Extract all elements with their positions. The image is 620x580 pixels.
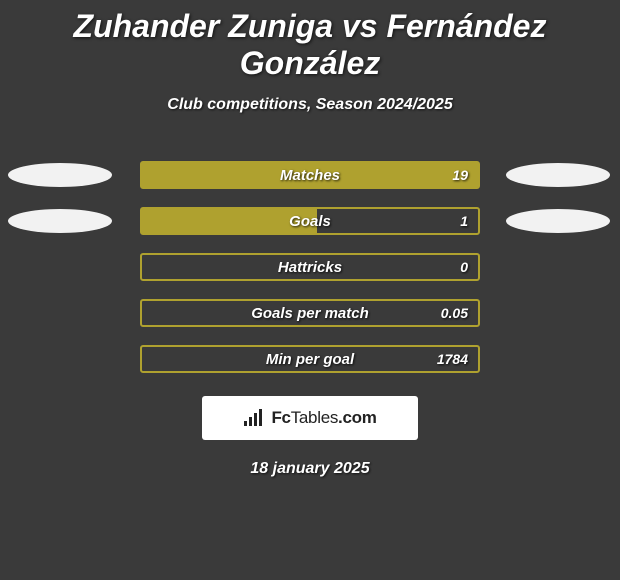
page-title: Zuhander Zuniga vs Fernández González: [0, 8, 620, 82]
infographic-container: Zuhander Zuniga vs Fernández González Cl…: [0, 0, 620, 478]
vs-text: vs: [342, 8, 378, 44]
stat-bar: Hattricks0: [140, 253, 480, 281]
stat-value: 1784: [437, 347, 468, 371]
stat-bar: Goals1: [140, 207, 480, 235]
stat-row: Matches19: [0, 152, 620, 198]
stat-label: Min per goal: [142, 347, 478, 371]
stat-label: Goals per match: [142, 301, 478, 325]
logo-text: FcTables.com: [271, 408, 376, 428]
logo-card: FcTables.com: [202, 396, 418, 440]
right-ellipse: [506, 163, 610, 187]
stat-row: Hattricks0: [0, 244, 620, 290]
stat-row: Goals per match0.05: [0, 290, 620, 336]
stat-bar: Goals per match0.05: [140, 299, 480, 327]
stat-value: 1: [460, 209, 468, 233]
bars-icon: [243, 409, 265, 427]
stat-value: 0: [460, 255, 468, 279]
stat-bar: Matches19: [140, 161, 480, 189]
stat-label: Matches: [142, 163, 478, 187]
stat-label: Goals: [142, 209, 478, 233]
stat-label: Hattricks: [142, 255, 478, 279]
stats-rows: Matches19 Goals1 Hattricks0 Goals per match…: [0, 152, 620, 382]
date-text: 18 january 2025: [0, 460, 620, 478]
stat-bar: Min per goal1784: [140, 345, 480, 373]
player-a: Zuhander Zuniga: [74, 8, 334, 44]
left-ellipse: [8, 209, 112, 233]
logo-fc: Fc: [271, 408, 290, 427]
left-ellipse: [8, 163, 112, 187]
subtitle: Club competitions, Season 2024/2025: [0, 96, 620, 114]
logo-com: .com: [338, 408, 376, 427]
right-ellipse: [506, 209, 610, 233]
stat-row: Min per goal1784: [0, 336, 620, 382]
logo-tables: Tables: [291, 408, 338, 427]
stat-value: 0.05: [441, 301, 468, 325]
stat-value: 19: [452, 163, 468, 187]
stat-row: Goals1: [0, 198, 620, 244]
